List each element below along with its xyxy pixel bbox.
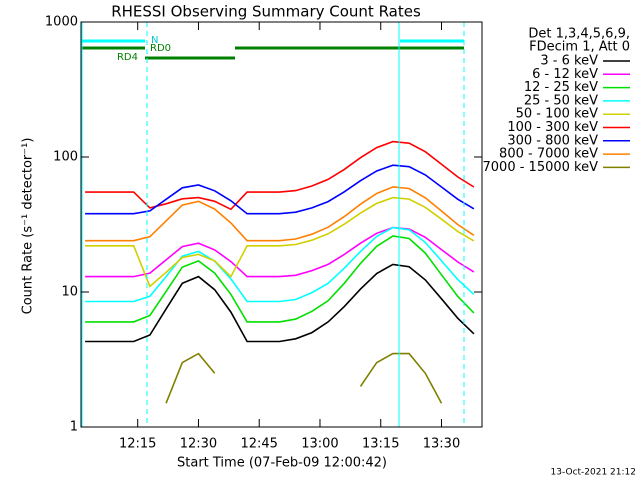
series-line [85, 263, 475, 343]
legend-label: 12 - 25 keV [524, 80, 598, 95]
x-tick-label: 13:30 [423, 437, 460, 452]
series-line [85, 235, 475, 323]
x-tick-label: 13:00 [301, 437, 338, 452]
series-line [85, 226, 475, 303]
legend-label: 100 - 300 keV [507, 120, 598, 135]
legend-label: 7000 - 15000 keV [483, 160, 599, 175]
plot-frame [80, 21, 483, 428]
legend-label: 300 - 800 keV [507, 133, 598, 148]
series-line [85, 196, 475, 288]
chart-title: RHESSI Observing Summary Count Rates [111, 3, 421, 21]
legend-label: 25 - 50 keV [524, 93, 598, 108]
legend-label: 3 - 6 keV [540, 54, 598, 69]
x-tick-label: 13:15 [362, 437, 399, 452]
x-tick-label: 12:45 [240, 437, 277, 452]
x-tick-label: 12:15 [119, 437, 156, 452]
legend-title: FDecim 1, Att 0 [529, 40, 630, 55]
series-line [165, 352, 443, 404]
legend-label: 50 - 100 keV [516, 107, 599, 122]
legend-title: Det 1,3,4,5,6,9, [528, 27, 630, 42]
state-label: RD0 [150, 43, 171, 54]
x-axis-label: Start Time (07-Feb-09 12:00:42) [177, 456, 387, 471]
state-bars: N RD0 RD4 [81, 22, 465, 427]
legend-label: 800 - 7000 keV [499, 147, 598, 162]
footer: 13-Oct-2021 21:12 [551, 468, 636, 478]
state-label: RD4 [117, 52, 138, 63]
y-axis-label: Count Rate (s⁻¹ detector⁻¹) [21, 138, 36, 315]
series-line [85, 164, 475, 215]
y-tick-label: 10 [61, 285, 78, 300]
x-tick-label: 12:30 [180, 437, 217, 452]
y-tick-label: 100 [53, 150, 78, 165]
y-tick-label: 1000 [45, 15, 78, 30]
legend-label: 6 - 12 keV [532, 67, 598, 82]
series-line [85, 186, 475, 242]
state-label: N [151, 35, 158, 46]
legend: Det 1,3,4,5,6,9,FDecim 1, Att 03 - 6 keV… [483, 27, 630, 175]
series-line [85, 140, 475, 211]
plot-area [85, 140, 475, 404]
y-tick-label: 1 [70, 420, 78, 435]
